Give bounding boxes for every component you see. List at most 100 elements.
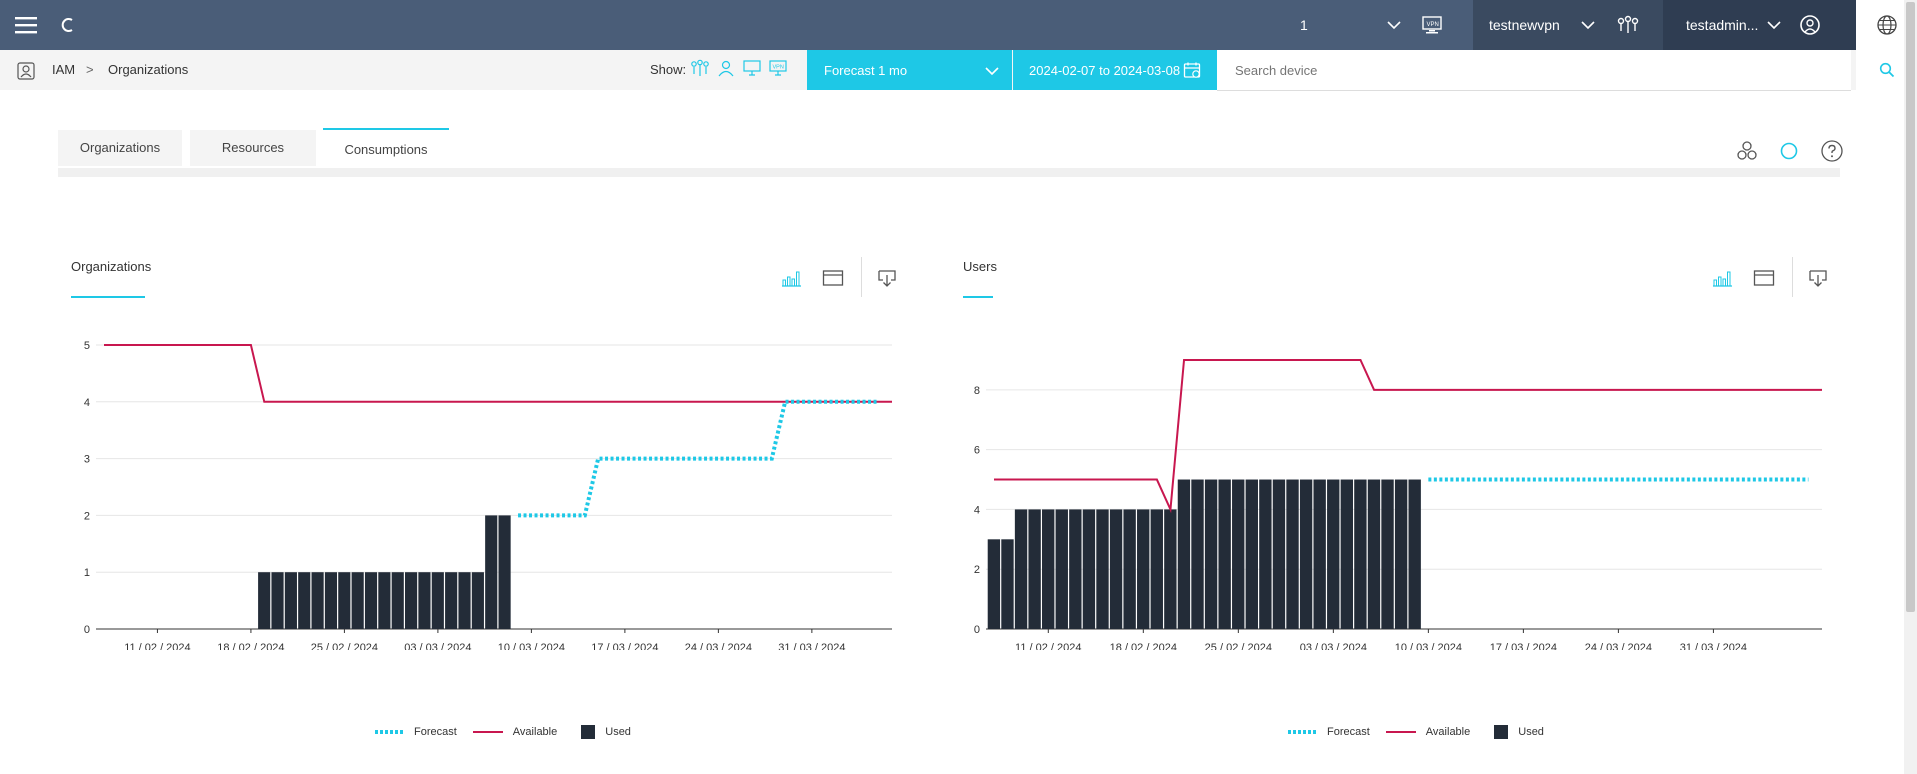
y-tick-label: 4 <box>974 504 980 516</box>
x-tick-label: 25 / 02 / 2024 <box>1205 642 1272 650</box>
forecast-dropdown[interactable]: Forecast 1 mo <box>807 50 1012 90</box>
used-bar <box>364 572 378 629</box>
vpn-filter-icon[interactable]: VPN <box>768 59 788 82</box>
loading-spinner-icon <box>56 0 80 50</box>
show-label: Show: <box>650 62 687 77</box>
used-bar <box>1123 509 1136 629</box>
used-bar <box>498 515 511 629</box>
organizations-toolbar-divider <box>861 257 862 297</box>
organizations-download-icon[interactable] <box>874 265 900 291</box>
org-filter-icon[interactable] <box>690 59 710 82</box>
tab-strip-divider <box>58 168 1840 177</box>
legend-available-label: Available <box>512 726 558 738</box>
used-bar <box>271 572 284 629</box>
used-bar <box>1001 539 1014 629</box>
forecast-chevron-icon <box>985 64 999 79</box>
organizations-bar-chart-icon[interactable] <box>778 265 804 291</box>
user-filter-icon[interactable] <box>716 59 736 82</box>
users-toolbar-divider <box>1792 257 1793 297</box>
search-device-box <box>1217 50 1851 91</box>
vpn-dropdown-chevron-icon[interactable] <box>1576 0 1600 50</box>
used-bar <box>284 572 297 629</box>
legend-used-swatch <box>581 725 596 739</box>
x-tick-label: 03 / 03 / 2024 <box>404 642 471 650</box>
y-tick-label: 3 <box>84 454 90 466</box>
x-tick-label: 25 / 02 / 2024 <box>311 642 378 650</box>
date-range-label: 2024-02-07 to 2024-03-08 <box>1029 62 1181 78</box>
help-icon[interactable] <box>1818 137 1846 165</box>
used-bar <box>1204 479 1218 629</box>
used-bar <box>351 572 364 629</box>
used-bar <box>1137 509 1150 629</box>
used-bar <box>1232 479 1245 629</box>
x-tick-label: 17 / 03 / 2024 <box>1490 642 1557 650</box>
vpn-selector[interactable] <box>1473 0 1663 50</box>
search-device-input[interactable] <box>1217 50 1797 90</box>
used-bar <box>1245 479 1258 629</box>
available-line <box>104 344 892 403</box>
used-bar <box>471 572 484 629</box>
status-circle-icon[interactable] <box>1776 138 1802 164</box>
vpn-monitor-icon[interactable]: VPN <box>1418 0 1446 50</box>
tab-resources[interactable]: Resources <box>190 130 316 166</box>
user-dropdown-chevron-icon[interactable] <box>1762 0 1786 50</box>
used-bar <box>1069 509 1082 629</box>
page-scrollbar-thumb[interactable] <box>1906 2 1915 612</box>
used-bar <box>1055 509 1068 629</box>
legend-available-swatch <box>1385 731 1416 733</box>
used-bar <box>1394 479 1408 629</box>
counter-dropdown-chevron-icon[interactable] <box>1382 0 1406 50</box>
forecast-line <box>518 399 879 518</box>
used-bar <box>338 572 351 629</box>
x-tick-label: 10 / 03 / 2024 <box>1395 642 1462 650</box>
user-menu[interactable] <box>1663 0 1856 50</box>
user-profile-icon[interactable] <box>1796 0 1824 50</box>
y-tick-label: 2 <box>974 564 980 576</box>
iam-user-icon <box>16 61 36 81</box>
used-bar <box>324 572 338 629</box>
used-bar <box>1408 479 1421 629</box>
x-tick-label: 10 / 03 / 2024 <box>498 642 565 650</box>
legend-available-swatch <box>472 731 503 733</box>
x-tick-label: 03 / 03 / 2024 <box>1300 642 1367 650</box>
tab-consumptions[interactable]: Consumptions <box>323 128 449 170</box>
used-bar <box>298 572 311 629</box>
used-bar <box>1299 479 1313 629</box>
x-tick-label: 11 / 02 / 2024 <box>1015 642 1081 650</box>
used-bar <box>1150 509 1163 629</box>
organizations-chart-title: Organizations <box>71 259 152 274</box>
users-bar-chart-icon[interactable] <box>1709 265 1735 291</box>
used-bar <box>1218 479 1231 629</box>
y-tick-label: 4 <box>84 397 90 409</box>
used-bar <box>1082 509 1096 629</box>
counter-value: 1 <box>1300 17 1308 33</box>
used-bar <box>1381 479 1394 629</box>
legend-forecast-label: Forecast <box>1327 726 1370 738</box>
used-bar <box>987 539 1001 629</box>
forecast-dropdown-label: Forecast 1 mo <box>824 62 908 78</box>
circles-group-icon[interactable] <box>1734 138 1760 164</box>
used-bar <box>1327 479 1340 629</box>
users-chart-title: Users <box>963 259 997 274</box>
tab-organizations[interactable]: Organizations <box>58 130 182 166</box>
organization-network-icon[interactable] <box>1614 0 1642 50</box>
organizations-table-view-icon[interactable] <box>820 265 846 291</box>
organizations-legend: Forecast Available Used <box>374 725 631 739</box>
used-bar <box>1354 479 1367 629</box>
hamburger-menu-icon[interactable] <box>10 0 42 50</box>
x-tick-label: 24 / 03 / 2024 <box>685 642 752 650</box>
available-line <box>994 358 1822 514</box>
used-bar <box>445 572 458 629</box>
users-table-view-icon[interactable] <box>1751 265 1777 291</box>
used-bar <box>1367 479 1381 629</box>
users-download-icon[interactable] <box>1805 265 1831 291</box>
breadcrumb-root[interactable]: IAM <box>52 62 76 77</box>
date-range-picker[interactable]: 2024-02-07 to 2024-03-08 <box>1013 50 1217 90</box>
y-tick-label: 0 <box>974 624 980 636</box>
user-name: testadmin... <box>1686 17 1759 33</box>
x-tick-label: 24 / 03 / 2024 <box>1585 642 1652 650</box>
svg-text:VPN: VPN <box>773 64 784 70</box>
device-filter-icon[interactable] <box>742 59 762 82</box>
legend-forecast-label: Forecast <box>414 726 457 738</box>
used-bar <box>405 572 418 629</box>
